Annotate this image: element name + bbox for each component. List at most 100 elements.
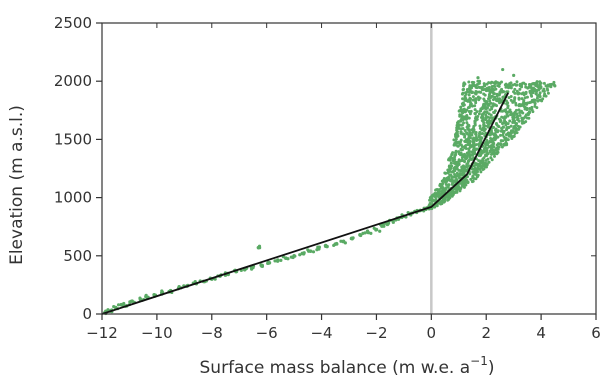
data-point bbox=[515, 122, 519, 126]
data-point bbox=[473, 111, 477, 115]
data-point bbox=[542, 81, 546, 85]
data-point bbox=[473, 104, 477, 108]
data-point bbox=[531, 110, 535, 114]
data-point bbox=[509, 86, 513, 90]
data-point bbox=[475, 90, 479, 94]
data-point bbox=[460, 108, 464, 112]
data-point bbox=[457, 152, 461, 156]
data-point bbox=[481, 115, 485, 119]
data-point bbox=[467, 93, 471, 97]
data-point bbox=[477, 81, 481, 85]
data-point bbox=[465, 121, 469, 125]
data-point bbox=[529, 107, 533, 111]
data-point bbox=[521, 102, 525, 106]
data-point bbox=[466, 181, 470, 185]
data-point bbox=[461, 153, 465, 157]
data-point bbox=[492, 154, 496, 158]
data-point bbox=[437, 195, 441, 199]
data-point bbox=[457, 109, 461, 113]
data-point bbox=[471, 143, 475, 147]
data-point bbox=[483, 103, 487, 107]
data-point bbox=[470, 167, 474, 171]
data-point bbox=[482, 82, 486, 86]
data-point bbox=[520, 92, 524, 96]
data-point bbox=[477, 159, 481, 163]
data-point bbox=[443, 188, 447, 192]
data-point bbox=[460, 92, 464, 96]
data-point bbox=[477, 112, 481, 116]
data-point bbox=[461, 104, 465, 108]
data-point bbox=[461, 101, 465, 105]
data-point bbox=[454, 162, 458, 166]
data-point bbox=[266, 261, 270, 265]
data-point bbox=[501, 133, 505, 137]
data-point bbox=[489, 147, 493, 151]
data-point bbox=[521, 120, 525, 124]
y-axis-label: Elevation (m a.s.l.) bbox=[7, 105, 27, 265]
data-point bbox=[511, 117, 515, 121]
data-point bbox=[293, 254, 297, 258]
data-point bbox=[522, 98, 526, 102]
data-point bbox=[509, 81, 513, 85]
data-point bbox=[467, 80, 471, 84]
data-point bbox=[485, 82, 489, 86]
data-point bbox=[455, 128, 459, 132]
data-point bbox=[508, 119, 512, 123]
data-point bbox=[453, 172, 457, 176]
data-point bbox=[479, 161, 483, 165]
data-point bbox=[445, 195, 449, 199]
data-point bbox=[524, 85, 528, 89]
data-point bbox=[106, 308, 110, 312]
data-point bbox=[485, 146, 489, 150]
data-point bbox=[365, 229, 370, 233]
data-point bbox=[483, 84, 487, 88]
data-point bbox=[481, 112, 485, 116]
data-point bbox=[532, 100, 536, 104]
data-point bbox=[440, 189, 444, 193]
data-point bbox=[458, 123, 462, 127]
data-point bbox=[476, 115, 480, 119]
data-point bbox=[517, 104, 521, 108]
data-point bbox=[453, 179, 457, 183]
data-point bbox=[488, 150, 492, 154]
data-point bbox=[487, 95, 491, 99]
data-point bbox=[480, 128, 484, 132]
data-point bbox=[510, 130, 514, 134]
data-point bbox=[477, 165, 481, 169]
data-point bbox=[478, 132, 482, 136]
data-point bbox=[552, 80, 556, 84]
data-point bbox=[497, 84, 501, 88]
data-point bbox=[433, 193, 437, 197]
data-point bbox=[464, 96, 468, 100]
data-point bbox=[495, 104, 499, 108]
data-point bbox=[443, 197, 447, 201]
data-point bbox=[489, 132, 493, 136]
data-point bbox=[462, 180, 466, 184]
data-point bbox=[116, 303, 121, 307]
data-point bbox=[534, 84, 538, 88]
data-point bbox=[306, 248, 310, 252]
data-point bbox=[511, 83, 515, 87]
data-point bbox=[496, 97, 500, 101]
data-point bbox=[530, 90, 534, 94]
data-point bbox=[488, 116, 492, 120]
data-point bbox=[444, 186, 448, 190]
data-point bbox=[486, 119, 490, 123]
data-point bbox=[475, 110, 479, 114]
plot-area: −12 −10 −8 −6 −4 −2 0 2 4 6 0 500 1000 1500 2000 2500 bbox=[54, 14, 601, 342]
data-point bbox=[289, 255, 293, 259]
data-point bbox=[481, 157, 485, 161]
data-point bbox=[464, 157, 468, 161]
data-point bbox=[534, 81, 538, 85]
data-point bbox=[476, 95, 480, 99]
y-axis-label-group: Elevation (m a.s.l.) bbox=[7, 105, 27, 265]
data-point bbox=[138, 296, 142, 300]
data-point bbox=[317, 245, 321, 249]
data-point bbox=[453, 157, 457, 161]
data-point bbox=[484, 143, 488, 147]
data-point bbox=[434, 188, 438, 192]
data-point bbox=[524, 120, 528, 124]
data-point bbox=[482, 97, 486, 101]
data-point bbox=[471, 170, 475, 174]
data-point bbox=[499, 129, 503, 133]
